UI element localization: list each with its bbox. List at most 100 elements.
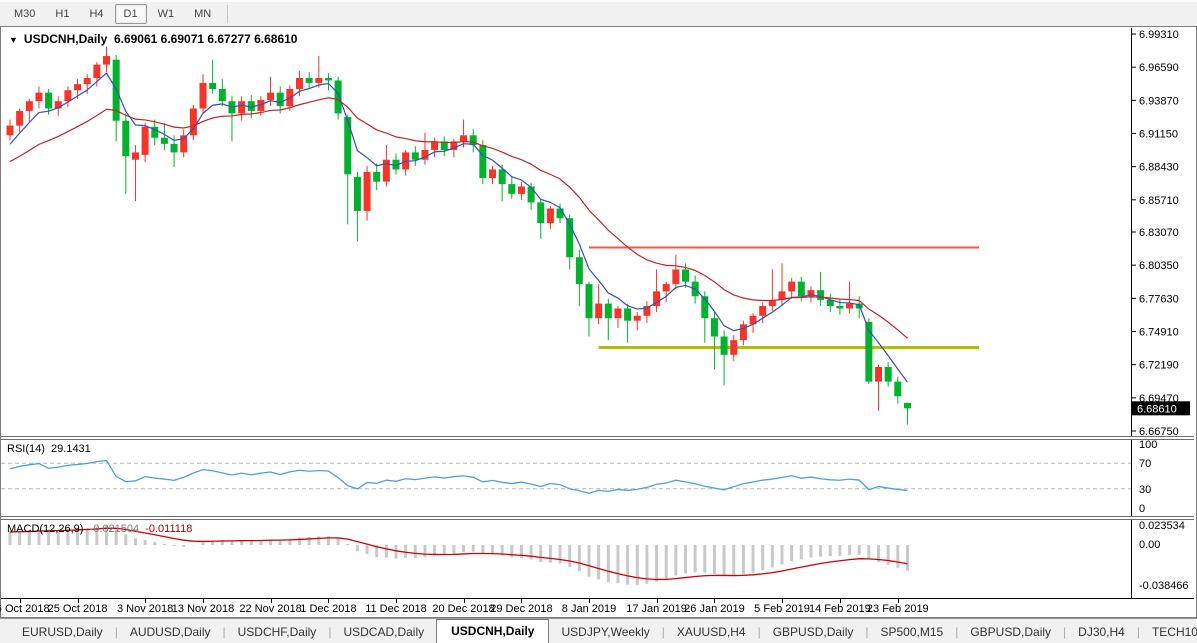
- chart-tab-audusd[interactable]: AUDUSD,Daily: [129, 625, 211, 639]
- date-tick: [521, 599, 523, 603]
- candle-body: [768, 299, 776, 307]
- chart-tab-tech100[interactable]: TECH100,H: [1151, 625, 1197, 639]
- candle-body: [595, 303, 603, 319]
- ma-fast-line: [9, 72, 908, 383]
- chart-tab-usdjpy[interactable]: USDJPY,Weekly: [561, 625, 650, 639]
- price-tick-label: 6.88430: [1139, 162, 1179, 174]
- candle-body: [759, 306, 767, 316]
- candle-body: [817, 290, 825, 300]
- date-label: 16 Oct 2018: [0, 603, 50, 615]
- date-label: 25 Oct 2018: [47, 603, 108, 615]
- candle-body: [739, 324, 747, 341]
- candle-body: [826, 299, 834, 307]
- candle-body: [479, 145, 487, 178]
- date-tick: [19, 599, 21, 603]
- candle-body: [846, 303, 854, 309]
- date-tick: [203, 599, 204, 603]
- candle-body: [807, 290, 815, 297]
- candle-body: [411, 152, 419, 160]
- chart-tab-usdcnh[interactable]: USDCNH,Daily: [436, 619, 550, 643]
- candle-body: [903, 402, 911, 409]
- timeframe-toolbar: M30 H1 H4 D1 W1 MN: [0, 0, 1197, 26]
- date-tick: [897, 599, 899, 603]
- date-tick: [714, 599, 716, 603]
- main-price-chart[interactable]: 6.99310 6.96590 6.93870 6.91150 6.88430 6.857…: [1, 28, 1194, 436]
- rsi-panel[interactable]: 100 70 30 0: [1, 440, 1194, 516]
- timeframe-button-d1[interactable]: D1: [114, 4, 147, 24]
- rsi-line: [9, 459, 908, 494]
- date-tick: [145, 599, 147, 603]
- candle-body: [575, 257, 583, 285]
- candle-body: [498, 169, 506, 185]
- date-label: 22 Nov 2018: [239, 603, 302, 615]
- candle-body: [421, 149, 429, 160]
- rsi-indicator-label: RSI(14) 29.1431: [7, 443, 91, 455]
- rsi-axis-label: 100: [1139, 440, 1157, 451]
- timeframe-button-m30[interactable]: M30: [14, 8, 36, 20]
- chart-tab-sp500[interactable]: SP500,M15: [880, 625, 944, 639]
- candle-body: [517, 186, 525, 194]
- candle-body: [257, 99, 265, 111]
- candle-body: [730, 340, 738, 355]
- macd-panel[interactable]: 0.023534 0.00 -0.038466: [1, 520, 1194, 598]
- timeframe-button-h1[interactable]: H1: [55, 8, 70, 20]
- candle-body: [209, 82, 217, 89]
- timeframe-button-h4[interactable]: H4: [89, 8, 104, 20]
- chart-title: ▼ USDCNH,Daily 6.69061 6.69071 6.67277 6.…: [9, 32, 297, 46]
- macd-signal-value: -0.011118: [145, 523, 193, 535]
- candle-body: [672, 269, 680, 285]
- price-tick-label: 6.93870: [1139, 95, 1179, 107]
- rsi-axis-label: 70: [1139, 458, 1151, 470]
- date-tick: [782, 599, 783, 603]
- price-tick-label: 6.77630: [1139, 293, 1179, 305]
- chart-tab-xauusd[interactable]: XAUUSD,H4: [676, 625, 746, 639]
- date-label: 14 Feb 2019: [809, 603, 871, 615]
- macd-name: MACD(12,26,9): [7, 523, 84, 535]
- candle-body: [344, 117, 352, 175]
- price-tick-label: 6.72190: [1139, 360, 1179, 372]
- panel-splitter[interactable]: [1, 516, 1194, 520]
- candle-body: [633, 315, 641, 321]
- candle-body: [489, 169, 496, 178]
- candle-body: [508, 184, 516, 194]
- candle-body: [238, 101, 246, 114]
- candle-body: [460, 135, 468, 142]
- date-label: 8 Jan 2019: [561, 603, 617, 615]
- date-label: 17 Jan 2019: [626, 603, 687, 615]
- rsi-axis-label: 30: [1139, 484, 1151, 496]
- chart-tab-usdcad[interactable]: USDCAD,Daily: [343, 625, 425, 639]
- chart-symbol-dropdown-icon[interactable]: ▼: [9, 35, 18, 45]
- tab-separator: |: [1063, 625, 1067, 639]
- chart-tab-eurusd[interactable]: EURUSD,Daily: [22, 625, 103, 639]
- date-label: 5 Feb 2019: [754, 603, 810, 615]
- macd-histogram: [8, 525, 909, 585]
- candle-body: [431, 141, 439, 150]
- date-tick: [839, 599, 841, 603]
- candle-body: [566, 218, 574, 258]
- candle-body: [537, 202, 545, 224]
- candle-body: [35, 92, 43, 102]
- chart-tab-dj30[interactable]: DJ30,H4: [1078, 625, 1125, 639]
- date-label: 29 Dec 2018: [490, 603, 553, 615]
- timeframe-button-mn[interactable]: MN: [194, 8, 212, 20]
- timeframe-button-w1[interactable]: W1: [157, 8, 175, 20]
- chart-tab-usdchf[interactable]: USDCHF,Daily: [237, 625, 317, 639]
- candle-body: [267, 92, 275, 100]
- candle-body: [170, 143, 178, 153]
- panel-splitter[interactable]: [1, 436, 1194, 440]
- tab-separator: |: [1136, 625, 1140, 639]
- chart-tab-gbpusd[interactable]: GBPUSD,Daily: [970, 625, 1052, 639]
- candle-body: [363, 171, 371, 211]
- tab-separator: |: [222, 625, 226, 639]
- candle-body: [382, 159, 390, 182]
- candle-body: [556, 208, 564, 219]
- trendlines-layer: [589, 246, 979, 349]
- rsi-name: RSI(14): [7, 443, 45, 455]
- date-label: 20 Dec 2018: [432, 603, 495, 615]
- candle-body: [440, 141, 448, 150]
- candle-body: [392, 159, 400, 170]
- candle-body: [353, 176, 361, 211]
- date-tick: [656, 599, 658, 603]
- chart-tab-gbpusd[interactable]: GBPUSD,Daily: [772, 625, 854, 639]
